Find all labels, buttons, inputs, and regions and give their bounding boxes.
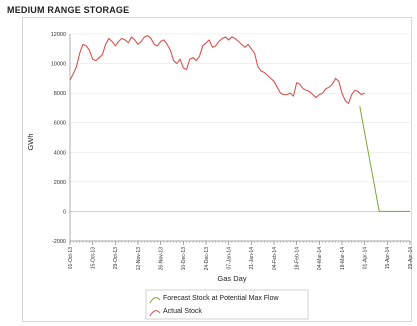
y-tick-label: 2000: [54, 180, 66, 186]
y-tick-label: 0: [63, 209, 66, 215]
x-axis-label: Gas Day: [217, 274, 246, 283]
legend-label-actual: Actual Stock: [163, 308, 202, 315]
legend-symbol-forecast: [149, 297, 161, 304]
y-tick-label: 8000: [54, 91, 66, 97]
legend-label-forecast: Forecast Stock at Potential Max Flow: [163, 295, 279, 302]
legend-symbol-actual: [149, 310, 161, 317]
axes: -2000 0 2000 4000 6000 8000 10000 12000 01-Oct-1…: [51, 32, 414, 270]
actual-stock-line: [69, 34, 365, 105]
y-tick-label: 12000: [51, 32, 66, 38]
y-tick-label: 4000: [54, 150, 66, 156]
x-tick-label: 29-Oct-13: [113, 247, 119, 269]
x-tick-label: 04-Mar-14: [317, 247, 323, 270]
legend-box: [145, 289, 309, 320]
x-tick-label: 15-Apr-14: [385, 247, 391, 269]
series-layer: [69, 34, 410, 212]
x-tick-label: 26-Nov-13: [158, 247, 164, 271]
x-tick-label: 18-Feb-14: [294, 247, 300, 270]
x-tick-label: 01-Oct-13: [68, 247, 74, 269]
grid: [70, 33, 410, 242]
y-tick-label: -2000: [52, 239, 66, 245]
y-axis-label: GWh: [26, 133, 35, 150]
y-tick-label: 6000: [54, 121, 66, 127]
chart-title: MEDIUM RANGE STORAGE: [7, 5, 130, 15]
legend: Forecast Stock at Potential Max Flow Act…: [145, 289, 309, 320]
x-tick-label: 01-Apr-14: [362, 247, 368, 269]
x-tick-label: 10-Dec-13: [181, 247, 187, 271]
x-tick-label: 07-Jan-14: [226, 247, 232, 270]
x-tick-label: 12-Nov-13: [136, 247, 142, 271]
x-tick-label: 15-Oct-13: [90, 247, 96, 269]
x-tick-label: 18-Mar-14: [340, 247, 346, 270]
x-tick-label: 29-Apr-14: [408, 247, 414, 269]
forecast-stock-line: [359, 106, 410, 212]
x-tick-label: 04-Feb-14: [272, 247, 278, 270]
labels: GWh Gas Day: [26, 133, 247, 283]
chart-frame: [22, 17, 412, 322]
x-tick-label: 21-Jan-14: [249, 247, 255, 270]
y-tick-label: 10000: [51, 62, 66, 68]
x-tick-label: 24-Dec-13: [204, 247, 210, 271]
